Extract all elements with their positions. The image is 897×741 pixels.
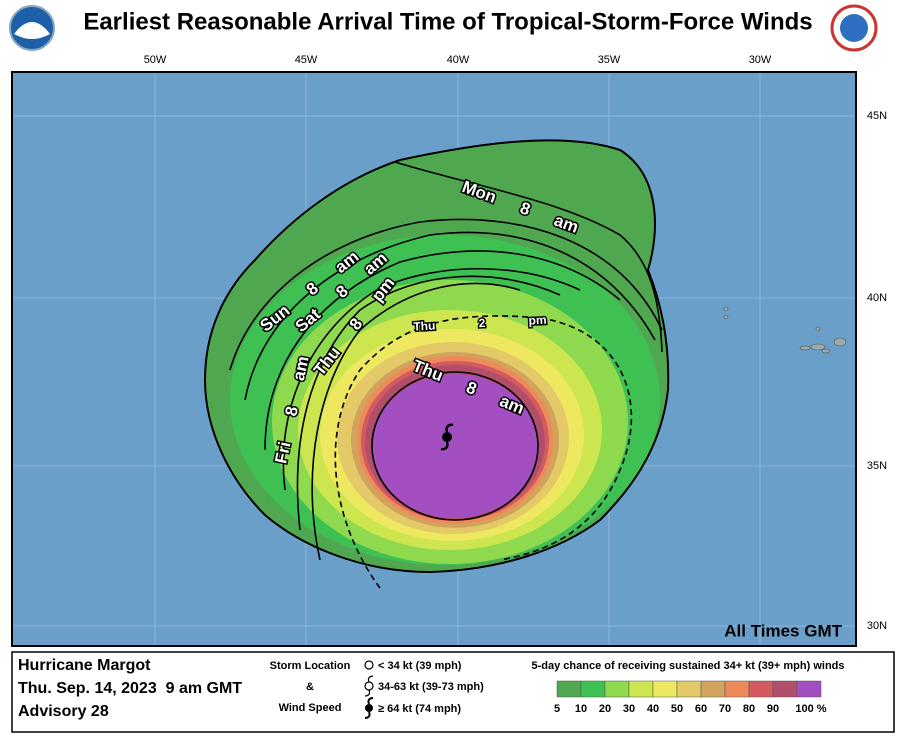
nws-logo-center <box>840 14 868 42</box>
colorbar-label: 40 <box>647 703 659 715</box>
colorbar-box <box>748 680 774 698</box>
legend-item: ≥ 64 kt (74 mph) <box>378 703 461 715</box>
azores-islands <box>723 306 847 354</box>
longitude-label: 50W <box>144 54 167 66</box>
colorbar-label: 80 <box>743 703 755 715</box>
arrival-contours <box>229 161 663 589</box>
colorbar-label: 100 % <box>795 703 826 715</box>
latitude-label: 45N <box>867 110 887 122</box>
swath-outline <box>203 139 670 574</box>
colorbar-title: 5-day chance of receiving sustained 34+ … <box>532 660 845 672</box>
longitude-label: 35W <box>598 54 621 66</box>
time-note: All Times GMT <box>724 621 842 640</box>
colorbar-box <box>700 680 726 698</box>
colorbar-box <box>724 680 750 698</box>
colorbar-label: 70 <box>719 703 731 715</box>
colorbar: 5 10 20 30 40 50 60 70 80 90 100 % <box>554 680 827 715</box>
colorbar-box <box>796 680 822 698</box>
colorbar-box <box>676 680 702 698</box>
longitude-label: 40W <box>447 54 470 66</box>
colorbar-box <box>652 680 678 698</box>
advisory-date: Thu. Sep. 14, 2023 9 am GMT <box>18 680 242 697</box>
legend-item: 34-63 kt (39-73 mph) <box>378 681 484 693</box>
colorbar-label: 30 <box>623 703 635 715</box>
colorbar-label: 50 <box>671 703 683 715</box>
map-frame <box>11 71 857 647</box>
latitude-label: 40N <box>867 292 887 304</box>
colorbar-box <box>772 680 798 698</box>
advisory-number: Advisory 28 <box>18 703 109 720</box>
symbol-weak <box>364 660 374 670</box>
noaa-logo-bird <box>14 22 50 39</box>
legend-title: Storm Location <box>270 660 351 672</box>
longitude-label: 45W <box>295 54 318 66</box>
symbol-tropical-storm <box>364 675 374 697</box>
title: Earliest Reasonable Arrival Time of Trop… <box>83 8 812 35</box>
longitude-label: 30W <box>749 54 772 66</box>
colorbar-label: 5 <box>554 703 560 715</box>
symbol-hurricane <box>364 697 374 719</box>
legend-item: < 34 kt (39 mph) <box>378 660 462 672</box>
colorbar-label: 90 <box>767 703 779 715</box>
colorbar-label: 10 <box>575 703 587 715</box>
map: Mon 8 am Sun 8 am Sat 8 am Fri 8 am Thu … <box>12 72 856 646</box>
colorbar-label: 20 <box>599 703 611 715</box>
colorbar-box <box>556 680 582 698</box>
colorbar-label: 60 <box>695 703 707 715</box>
latitude-label: 30N <box>867 620 887 632</box>
storm-symbol <box>440 423 454 451</box>
legend-title: & <box>306 681 314 693</box>
colorbar-box <box>580 680 606 698</box>
storm-name: Hurricane Margot <box>18 657 151 674</box>
colorbar-box <box>628 680 654 698</box>
colorbar-box <box>604 680 630 698</box>
latitude-label: 35N <box>867 460 887 472</box>
legend-title: Wind Speed <box>279 702 342 714</box>
